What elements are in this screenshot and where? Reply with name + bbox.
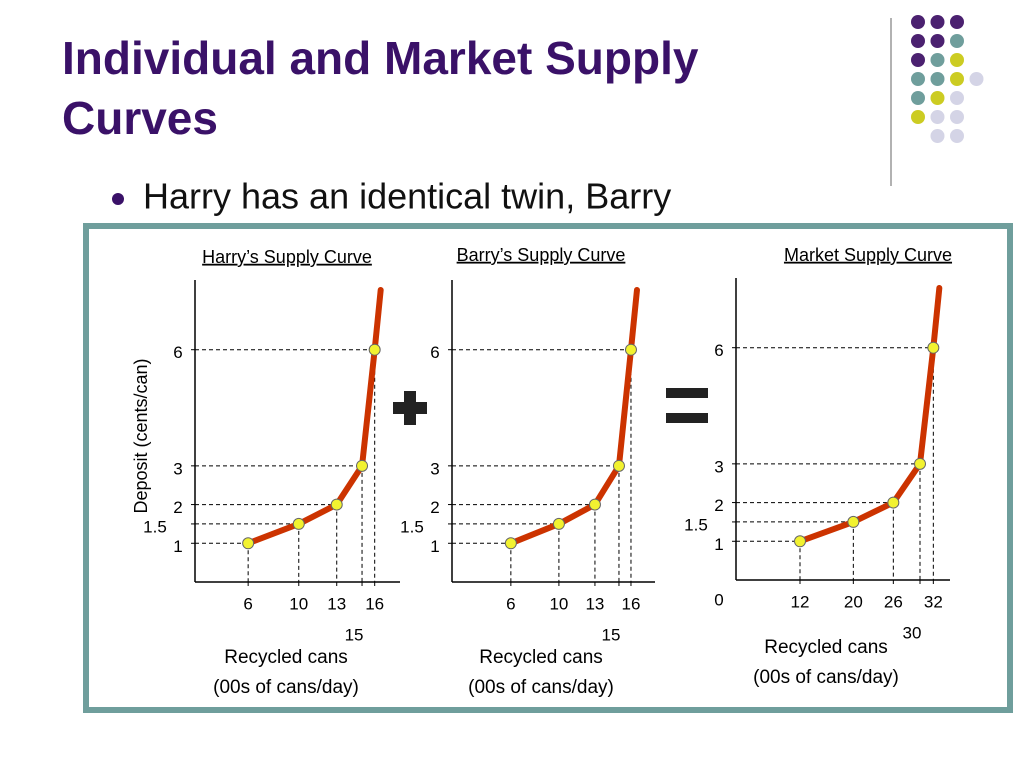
- x-axis-label: Recycled cans: [224, 647, 348, 668]
- equals-sign: [666, 388, 708, 423]
- curve-extension: [627, 287, 640, 353]
- x-axis-label: (00s of cans/day): [213, 677, 359, 698]
- x-tick-label: 30: [903, 623, 922, 642]
- x-tick-label: 10: [549, 594, 568, 613]
- x-axis-label: Recycled cans: [479, 647, 603, 668]
- x-tick-label: 26: [884, 592, 903, 611]
- decor-dot: [950, 91, 964, 105]
- bullet-text: Harry has an identical twin, Barry: [143, 176, 671, 217]
- decor-dot: [930, 91, 945, 105]
- y-tick-label: 3: [173, 459, 182, 478]
- y-tick-label: 2: [430, 498, 439, 517]
- y-tick-label: 1: [173, 537, 182, 556]
- y-tick-label: 1.5: [684, 515, 708, 534]
- y-axis-label: Deposit (cents/can): [131, 358, 151, 513]
- curve-extension: [371, 287, 384, 353]
- decor-dot: [950, 53, 964, 67]
- decor-dot: [930, 110, 945, 124]
- x-tick-label: 20: [844, 592, 863, 611]
- y-tick-label: 2: [714, 496, 723, 515]
- decor-dot: [911, 72, 925, 86]
- decor-dot: [930, 72, 945, 86]
- y-tick-label: 1: [430, 537, 439, 556]
- x-tick-label: 12: [791, 592, 810, 611]
- point: [242, 537, 255, 550]
- decor-dot: [930, 129, 945, 143]
- decor-dots: [911, 15, 984, 143]
- decor-dot: [950, 34, 964, 48]
- slide-title-line1: Individual and Market Supply: [62, 32, 699, 84]
- decor-dot: [950, 129, 964, 143]
- origin-label: 0: [714, 590, 723, 609]
- x-tick-label: 32: [924, 592, 943, 611]
- x-axis-label: Recycled cans: [764, 637, 888, 658]
- point: [292, 517, 305, 530]
- x-tick-label: 15: [602, 625, 621, 644]
- chart-title: Harry’s Supply Curve: [202, 247, 372, 267]
- y-tick-label: 1: [714, 535, 723, 554]
- decor-dot: [950, 110, 964, 124]
- y-tick-label: 3: [430, 459, 439, 478]
- y-tick-label: 2: [173, 498, 182, 517]
- curve-extension: [930, 285, 943, 351]
- y-tick-label: 1.5: [400, 517, 424, 536]
- decor-dot: [930, 34, 945, 48]
- decor-dot: [911, 110, 925, 124]
- x-tick-label: 13: [585, 594, 604, 613]
- x-axis-label: (00s of cans/day): [468, 677, 614, 698]
- point: [847, 515, 860, 528]
- y-tick-label: 6: [173, 343, 182, 362]
- point: [914, 457, 926, 470]
- decor-dot: [950, 72, 964, 86]
- point: [624, 343, 637, 356]
- plus-sign: [393, 391, 427, 425]
- chart-title: Barry’s Supply Curve: [457, 245, 626, 265]
- point: [887, 496, 900, 509]
- y-tick-label: 1.5: [143, 517, 167, 536]
- y-tick-label: 6: [430, 343, 439, 362]
- chart-title: Market Supply Curve: [784, 245, 952, 265]
- panel: [83, 223, 1013, 713]
- y-tick-label: 6: [714, 341, 723, 360]
- decor-dot: [969, 72, 984, 86]
- point: [612, 459, 625, 472]
- bullet-dot: [112, 193, 124, 205]
- x-tick-label: 13: [327, 594, 346, 613]
- decor-dot: [950, 15, 964, 29]
- x-tick-label: 6: [506, 594, 515, 613]
- x-tick-label: 16: [365, 594, 384, 613]
- point: [794, 535, 806, 548]
- chart: Harry’s Supply Curve Deposit (cents/can) R…: [131, 247, 400, 698]
- chart: Market Supply Curve Recycled cans (00s of …: [684, 245, 952, 688]
- decor-dot: [911, 91, 925, 105]
- slide-title-line2: Curves: [62, 92, 218, 144]
- decor-dot: [911, 34, 925, 48]
- y-tick-label: 3: [714, 457, 723, 476]
- x-tick-label: 6: [243, 594, 252, 613]
- decor-dot: [911, 15, 925, 29]
- point: [552, 517, 565, 530]
- x-tick-label: 15: [345, 625, 364, 644]
- point: [504, 537, 517, 550]
- decor-dot: [930, 15, 945, 29]
- x-tick-label: 16: [622, 594, 641, 613]
- point: [588, 498, 601, 511]
- decor-dot: [930, 53, 945, 67]
- x-tick-label: 10: [289, 594, 308, 613]
- point: [368, 343, 381, 356]
- decor-dot: [911, 53, 925, 67]
- point: [330, 498, 343, 511]
- x-axis-label: (00s of cans/day): [753, 667, 899, 688]
- point: [927, 341, 940, 354]
- chart: Barry’s Supply Curve Recycled cans (00s of…: [400, 245, 655, 698]
- point: [356, 459, 369, 472]
